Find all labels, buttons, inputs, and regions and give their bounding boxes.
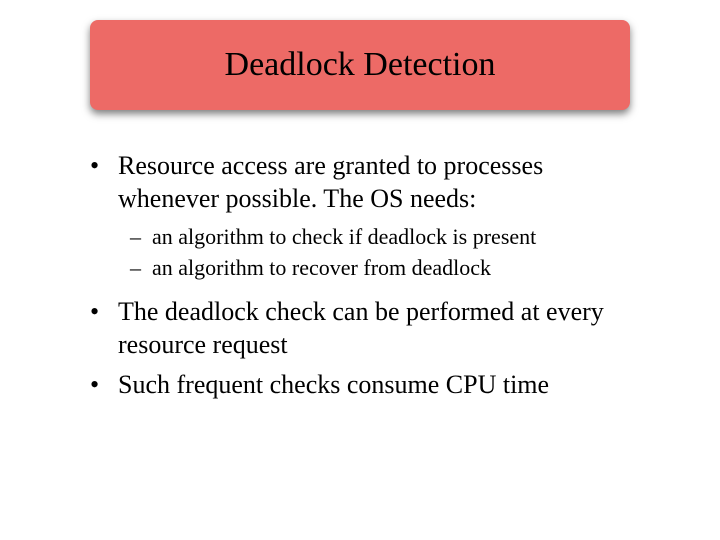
sub-dash: –: [130, 254, 152, 283]
bullet-text: The deadlock check can be performed at e…: [118, 296, 650, 361]
sub-text: an algorithm to check if deadlock is pre…: [152, 223, 536, 252]
sub-text: an algorithm to recover from deadlock: [152, 254, 491, 283]
bullet-item: • The deadlock check can be performed at…: [90, 296, 650, 361]
bullet-mark: •: [90, 296, 118, 361]
bullet-item: • Resource access are granted to process…: [90, 150, 650, 215]
slide-title: Deadlock Detection: [225, 46, 496, 84]
bullet-mark: •: [90, 150, 118, 215]
slide-title-box: Deadlock Detection: [90, 20, 630, 110]
slide-body: • Resource access are granted to process…: [90, 150, 650, 410]
sub-dash: –: [130, 223, 152, 252]
sub-item: – an algorithm to recover from deadlock: [130, 254, 650, 283]
bullet-text: Such frequent checks consume CPU time: [118, 369, 549, 402]
sub-item: – an algorithm to check if deadlock is p…: [130, 223, 650, 252]
bullet-mark: •: [90, 369, 118, 402]
sub-list: – an algorithm to check if deadlock is p…: [130, 223, 650, 282]
bullet-text: Resource access are granted to processes…: [118, 150, 650, 215]
bullet-item: • Such frequent checks consume CPU time: [90, 369, 650, 402]
